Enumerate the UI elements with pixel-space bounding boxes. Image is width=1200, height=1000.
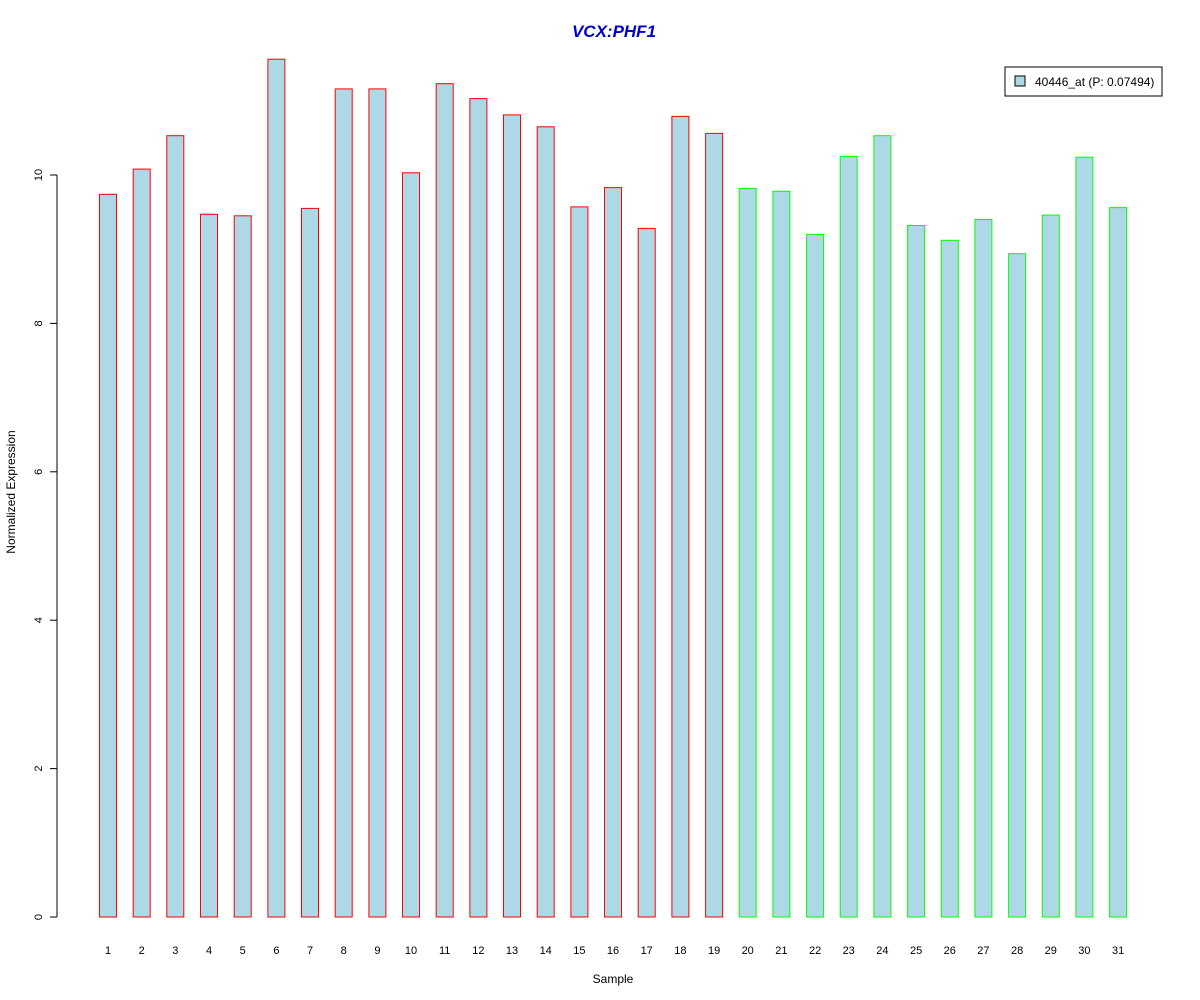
x-tick-label: 15 bbox=[573, 945, 585, 957]
bar-sample-15 bbox=[570, 206, 589, 918]
bar-sample-17 bbox=[637, 227, 656, 918]
x-tick-label: 27 bbox=[977, 945, 989, 957]
x-tick-label: 22 bbox=[809, 945, 821, 957]
x-tick-label: 29 bbox=[1045, 945, 1057, 957]
x-tick-labels: 1 2 3 4 5 6 7 8 9 10 11 12 13 14 15 16 17 18 19 20 21 22 23 24 2… bbox=[105, 945, 1124, 957]
bar-sample-7 bbox=[301, 207, 319, 918]
legend-swatch bbox=[1014, 75, 1026, 87]
bar-sample-6 bbox=[267, 58, 286, 918]
bar-sample-30 bbox=[1075, 156, 1094, 918]
bar-sample-29 bbox=[1041, 214, 1060, 918]
bar-sample-12 bbox=[469, 98, 488, 918]
x-tick-label: 30 bbox=[1078, 945, 1090, 957]
x-tick-label: 20 bbox=[742, 945, 754, 957]
bar-sample-23 bbox=[839, 155, 858, 918]
x-tick-label: 24 bbox=[876, 945, 888, 957]
x-tick-label: 17 bbox=[641, 945, 653, 957]
y-tick-label: 6 bbox=[33, 469, 45, 475]
x-tick-label: 9 bbox=[374, 945, 380, 957]
legend-label: 40446_at (P: 0.07494) bbox=[1035, 75, 1154, 89]
x-tick-label: 19 bbox=[708, 945, 720, 957]
bar-sample-1 bbox=[99, 193, 117, 918]
y-axis-label: Normalized Expression bbox=[4, 430, 18, 553]
y-tick-label: 8 bbox=[33, 320, 45, 326]
x-axis-label: Sample bbox=[593, 972, 634, 986]
x-tick-label: 5 bbox=[240, 945, 246, 957]
bar-sample-22 bbox=[806, 233, 825, 918]
y-axis: 0 2 4 6 8 10 bbox=[33, 169, 58, 920]
bar-sample-9 bbox=[368, 88, 387, 918]
bar-sample-8 bbox=[334, 88, 353, 918]
bar-sample-24 bbox=[873, 135, 892, 918]
x-tick-label: 13 bbox=[506, 945, 518, 957]
bar-sample-20 bbox=[738, 187, 757, 918]
bar-sample-2 bbox=[132, 168, 151, 918]
bar-sample-27 bbox=[974, 219, 993, 918]
x-tick-label: 21 bbox=[775, 945, 787, 957]
bar-sample-16 bbox=[604, 187, 622, 918]
bar-sample-4 bbox=[200, 213, 218, 918]
x-tick-label: 8 bbox=[341, 945, 347, 957]
chart-title: VCX:PHF1 bbox=[572, 22, 656, 41]
x-tick-label: 31 bbox=[1112, 945, 1124, 957]
bars-group bbox=[99, 58, 1128, 918]
bar-sample-5 bbox=[233, 215, 252, 918]
legend-box bbox=[1004, 66, 1163, 97]
bar-sample-31 bbox=[1109, 207, 1128, 918]
y-tick-label: 0 bbox=[33, 914, 45, 920]
x-tick-label: 16 bbox=[607, 945, 619, 957]
bar-sample-14 bbox=[536, 126, 555, 918]
y-tick-label: 4 bbox=[33, 617, 45, 623]
y-tick-label: 2 bbox=[33, 766, 45, 772]
x-tick-label: 28 bbox=[1011, 945, 1023, 957]
bar-sample-28 bbox=[1008, 253, 1027, 918]
bar-sample-3 bbox=[166, 135, 185, 918]
x-tick-label: 3 bbox=[172, 945, 178, 957]
bar-sample-10 bbox=[402, 172, 420, 918]
x-tick-label: 4 bbox=[206, 945, 212, 957]
bar-sample-19 bbox=[705, 132, 724, 918]
bar-sample-26 bbox=[940, 239, 959, 918]
x-tick-label: 6 bbox=[273, 945, 279, 957]
x-tick-label: 10 bbox=[405, 945, 417, 957]
x-tick-label: 7 bbox=[307, 945, 313, 957]
x-tick-label: 25 bbox=[910, 945, 922, 957]
bar-sample-11 bbox=[435, 83, 454, 918]
bar-sample-25 bbox=[907, 225, 926, 918]
x-tick-label: 23 bbox=[843, 945, 855, 957]
x-tick-label: 2 bbox=[139, 945, 145, 957]
x-tick-label: 1 bbox=[105, 945, 111, 957]
x-tick-label: 11 bbox=[439, 945, 450, 957]
x-tick-label: 14 bbox=[540, 945, 552, 957]
x-tick-label: 26 bbox=[944, 945, 956, 957]
x-tick-label: 12 bbox=[472, 945, 484, 957]
y-tick-label: 10 bbox=[33, 169, 45, 181]
bar-sample-21 bbox=[772, 190, 791, 918]
bar-sample-13 bbox=[503, 114, 521, 918]
x-tick-label: 18 bbox=[674, 945, 686, 957]
bar-sample-18 bbox=[671, 115, 690, 918]
legend: 40446_at (P: 0.07494) bbox=[1004, 66, 1163, 97]
